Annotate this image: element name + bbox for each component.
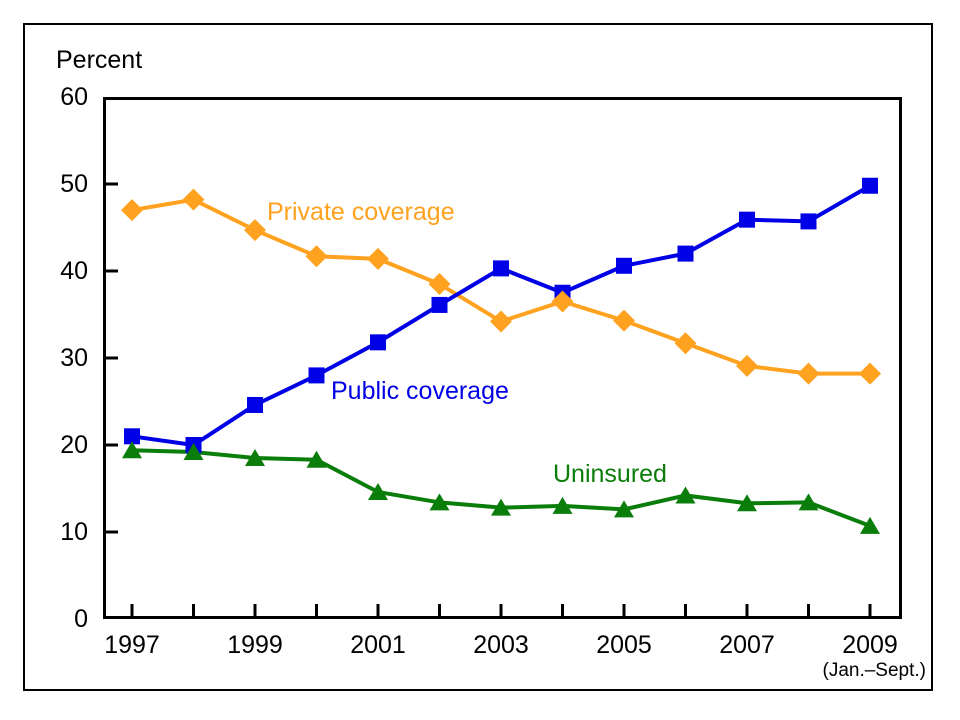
marker-square	[308, 367, 325, 384]
marker-triangle	[798, 493, 819, 511]
marker-triangle	[429, 493, 450, 511]
marker-diamond	[121, 199, 143, 222]
y-tick-label-0: 0	[74, 605, 88, 633]
plot-frame	[103, 97, 902, 619]
x-tick-label-2009: 2009	[842, 631, 898, 659]
x-tick-label-1999: 1999	[227, 631, 283, 659]
figure-border	[23, 23, 933, 691]
marker-square	[677, 245, 694, 262]
marker-diamond	[244, 219, 266, 242]
marker-square	[431, 296, 448, 313]
marker-diamond	[859, 362, 881, 385]
x-tick-label-2007: 2007	[719, 631, 775, 659]
marker-diamond	[674, 332, 697, 355]
x-tick-label-2001: 2001	[350, 631, 406, 659]
series-label-private-coverage: Private coverage	[267, 198, 455, 226]
marker-triangle	[183, 442, 204, 460]
marker-diamond	[551, 290, 574, 313]
marker-triangle	[614, 500, 634, 518]
marker-diamond	[736, 354, 758, 377]
marker-diamond	[305, 245, 328, 268]
y-tick-label-20: 20	[60, 431, 88, 459]
marker-diamond	[613, 309, 635, 332]
marker-square	[124, 428, 140, 445]
y-axis-title: Percent	[56, 46, 143, 74]
x-axis-note: (Jan.–Sept.)	[822, 660, 927, 681]
y-tick-label-40: 40	[60, 257, 88, 285]
marker-triangle	[245, 449, 265, 467]
x-tick-label-2005: 2005	[596, 631, 652, 659]
marker-square	[862, 177, 878, 194]
series-line-diamond	[131, 197, 870, 376]
marker-triangle	[122, 441, 142, 459]
y-tick-label-50: 50	[60, 170, 88, 198]
marker-square	[493, 260, 509, 277]
marker-triangle	[860, 516, 880, 534]
marker-square	[247, 396, 263, 413]
marker-triangle	[552, 496, 573, 514]
marker-triangle	[675, 486, 696, 504]
y-tick-label-60: 60	[60, 83, 88, 111]
marker-triangle	[491, 498, 511, 516]
marker-square	[370, 334, 386, 351]
marker-triangle	[306, 450, 327, 468]
y-tick-label-30: 30	[60, 344, 88, 372]
marker-triangle	[737, 494, 757, 512]
y-tick-label-10: 10	[60, 518, 88, 546]
x-tick-label-2003: 2003	[473, 631, 529, 659]
marker-square	[800, 213, 817, 230]
marker-diamond	[182, 188, 205, 211]
marker-square	[616, 257, 632, 274]
marker-triangle	[368, 482, 388, 500]
marker-diamond	[367, 247, 389, 270]
series-label-public-coverage: Public coverage	[331, 377, 509, 405]
series-label-uninsured: Uninsured	[553, 460, 667, 488]
marker-square	[739, 211, 755, 228]
x-tick-label-1997: 1997	[104, 631, 160, 659]
marker-diamond	[490, 310, 512, 333]
marker-diamond	[428, 273, 451, 296]
marker-diamond	[797, 362, 820, 385]
